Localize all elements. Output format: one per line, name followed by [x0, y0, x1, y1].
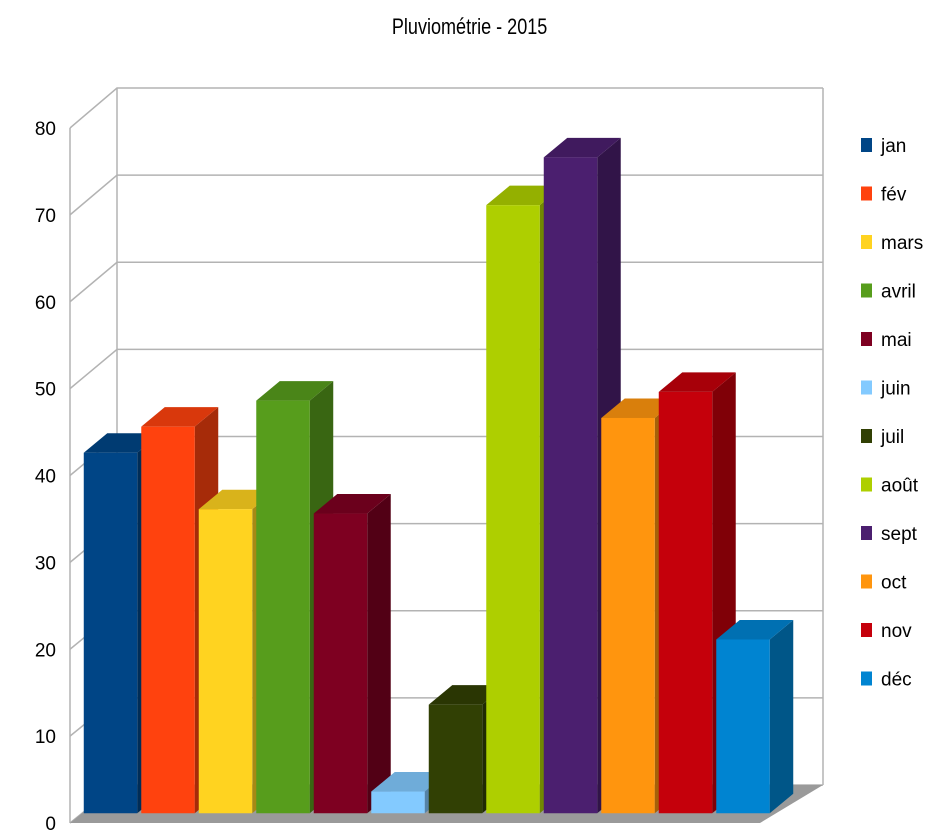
legend-swatch	[861, 477, 872, 492]
bar-front	[658, 391, 713, 814]
legend-label: août	[881, 476, 919, 497]
bar-5	[313, 494, 391, 814]
gridline	[69, 261, 823, 303]
bar-front	[486, 205, 540, 814]
bar-layer	[83, 137, 794, 814]
bar-12	[716, 620, 794, 814]
y-axis: 0 10 20 30 40 50 60 70 80	[35, 119, 56, 835]
bar-front	[428, 704, 483, 814]
y-tick-label: 40	[35, 467, 56, 488]
bar-top	[313, 494, 391, 514]
legend-swatch	[861, 186, 872, 201]
legend-item: fév	[861, 185, 907, 206]
bar-front	[141, 426, 195, 814]
legend-item: nov	[861, 621, 912, 642]
legend-label: juil	[880, 427, 904, 448]
y-tick-label: 70	[35, 206, 56, 227]
bar-top	[658, 372, 736, 392]
bar-front	[601, 417, 655, 814]
legend-label: nov	[881, 621, 912, 642]
legend-swatch	[861, 429, 872, 443]
legend-label: mai	[881, 330, 912, 351]
legend-item: juil	[861, 427, 904, 448]
legend-swatch	[861, 623, 872, 637]
legend-item: mars	[861, 233, 923, 254]
legend-label: sept	[881, 524, 918, 545]
bar-front	[543, 157, 598, 814]
bar-front	[716, 639, 770, 814]
y-tick-label: 50	[35, 380, 56, 401]
bar-front	[198, 509, 253, 814]
y-tick-label: 0	[45, 814, 56, 835]
legend-swatch	[861, 526, 872, 540]
legend-label: déc	[881, 670, 912, 691]
y-tick-label: 20	[35, 640, 56, 661]
legend-swatch	[861, 235, 872, 249]
legend-swatch	[861, 574, 872, 589]
legend: jan fév mars avril mai juin juil août sept oct nov…	[861, 136, 923, 691]
legend-swatch	[861, 138, 872, 152]
y-tick-label: 60	[35, 293, 56, 314]
legend-swatch	[861, 332, 872, 346]
legend-swatch	[861, 671, 872, 686]
legend-item: juin	[861, 379, 911, 400]
gridline	[69, 87, 823, 129]
y-tick-label: 80	[35, 119, 56, 140]
legend-swatch	[861, 380, 872, 395]
bar-top	[716, 620, 794, 640]
legend-item: août	[861, 476, 919, 497]
legend-item: mai	[861, 330, 912, 351]
legend-label: juin	[880, 379, 911, 400]
bar-side	[769, 620, 794, 814]
y-tick-label: 10	[35, 727, 56, 748]
bar-front	[313, 513, 368, 814]
legend-item: déc	[861, 670, 912, 691]
y-tick-label: 30	[35, 553, 56, 574]
legend-item: oct	[861, 573, 907, 594]
bar-top	[256, 381, 334, 401]
bar-top	[141, 407, 219, 427]
legend-label: mars	[881, 233, 923, 254]
legend-swatch	[861, 283, 872, 298]
chart-title: Pluviométrie - 2015	[391, 14, 548, 39]
legend-label: oct	[881, 573, 907, 594]
bar-top	[543, 137, 621, 158]
legend-label: avril	[881, 282, 916, 303]
bar-front	[256, 400, 310, 814]
gridline	[69, 174, 823, 216]
legend-label: fév	[881, 185, 907, 206]
bar-front	[371, 791, 425, 814]
bar-front	[83, 452, 138, 814]
bar-side	[367, 494, 391, 814]
legend-item: jan	[861, 136, 906, 157]
legend-label: jan	[880, 136, 906, 157]
legend-item: avril	[861, 282, 916, 303]
legend-item: sept	[861, 524, 918, 545]
